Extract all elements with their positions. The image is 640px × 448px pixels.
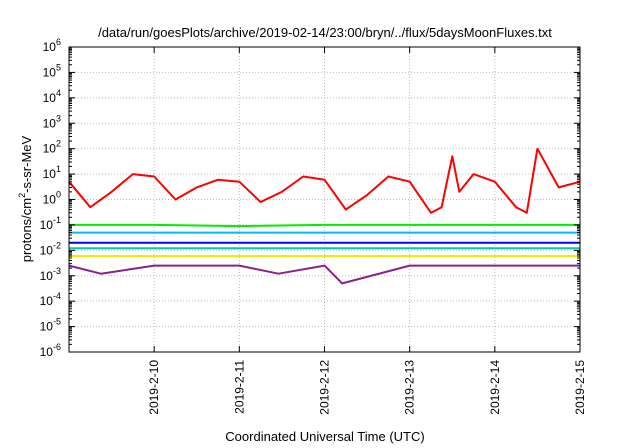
x-tick-label: 2019-2-12 [318,360,332,415]
grid [69,47,580,352]
y-axis-label: protons/cm2-s-sr-MeV [17,135,34,262]
y-tick-label: 10-1 [40,215,61,232]
y-tick-label: 104 [43,88,61,105]
y-tick-label: 103 [43,113,61,130]
x-tick-label: 2019-2-15 [573,360,587,415]
series-line-7 [68,264,580,285]
series-group [68,147,581,285]
y-tick-label: 10-6 [40,342,61,359]
y-tick-label: 10-4 [40,291,61,308]
y-tick-label: 10-5 [40,317,61,334]
y-tick-label: 105 [43,62,61,79]
x-tick-label: 2019-2-13 [403,360,417,415]
axis-ticks [69,46,581,353]
series-line-2 [69,223,580,228]
x-tick-label: 2019-2-11 [232,360,246,414]
y-tick-label: 10-3 [40,266,61,283]
chart-title: /data/run/goesPlots/archive/2019-02-14/2… [98,25,552,40]
y-tick-label: 106 [43,37,61,54]
series-line-1 [68,147,581,214]
x-axis-label: Coordinated Universal Time (UTC) [225,429,424,444]
y-tick-label: 102 [43,139,61,156]
y-tick-label: 10-2 [40,240,61,257]
y-tick-label: 101 [43,164,61,181]
x-tick-label: 2019-2-10 [147,360,161,415]
y-tick-labels: 10-6 10-5 10-4 10-3 10-2 10-1 100 101 102 103 104 1… [40,37,61,359]
x-tick-labels: 2019-2-10 2019-2-11 2019-2-12 2019-2-13 2019… [147,360,587,415]
x-tick-label: 2019-2-14 [488,360,502,415]
y-tick-label: 100 [43,190,61,207]
